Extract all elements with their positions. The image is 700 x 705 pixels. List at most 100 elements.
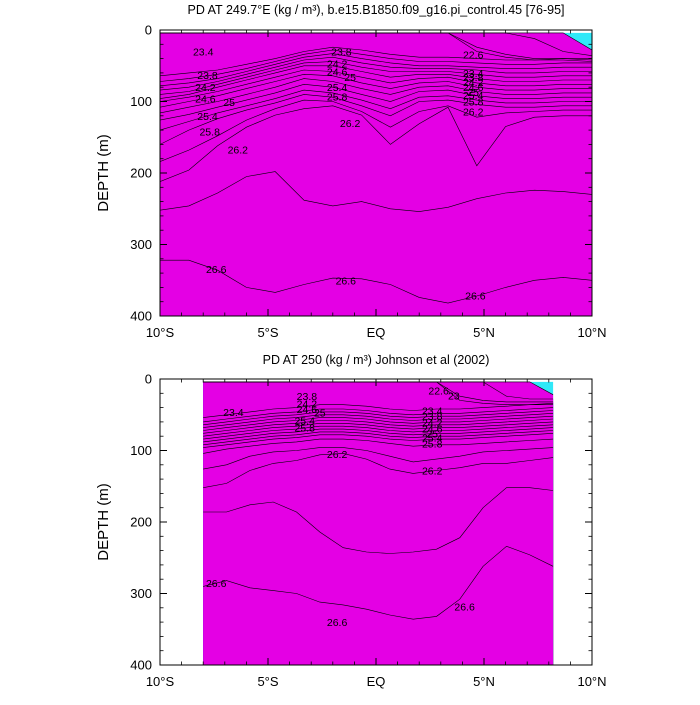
y-tick-label: 0 xyxy=(145,372,152,387)
panel-title: PD AT 250 (kg / m³) Johnson et al (2002) xyxy=(263,353,490,367)
contour-label: 26.2 xyxy=(228,144,249,156)
contour-label: 23.8 xyxy=(331,47,352,59)
contour-label: 23.8 xyxy=(297,391,318,403)
panel-model: 23.423.824.224.6 2525.425.826.223.824.224… xyxy=(95,3,607,340)
x-axis: 10°S 5°S EQ 5°N 10°N xyxy=(146,30,607,340)
contour-line-24-6 xyxy=(160,65,592,99)
contour-lines xyxy=(160,32,592,304)
y-axis-label: DEPTH (m) xyxy=(95,483,112,561)
panel-title: PD AT 249.7°E (kg / m³), b.e15.B1850.f09… xyxy=(188,3,565,17)
contour-line-23-6 xyxy=(203,403,554,418)
contour-label: 26.2 xyxy=(340,118,361,130)
contour-line-26-2 xyxy=(203,453,554,488)
contour-line-25-2 xyxy=(160,78,592,114)
contour-line-25 xyxy=(203,424,554,440)
contour-label: 26.6 xyxy=(327,617,348,629)
contour-line-24-2 xyxy=(203,413,554,428)
y-axis: 0 100 200 300 400 xyxy=(130,23,592,324)
y-axis: 0 100 200 300 400 xyxy=(130,372,592,673)
y-tick-label: 300 xyxy=(130,237,152,252)
contour-label: 22.6 xyxy=(428,385,449,397)
contour-line-25-2 xyxy=(203,427,554,443)
contour-band-22-6 xyxy=(203,381,554,665)
contour-labels: 23.423.824.224.6 2525.425.826.223.824.224… xyxy=(193,47,486,303)
contour-label: 24.6 xyxy=(297,404,318,416)
contour-label: 26.2 xyxy=(327,449,348,461)
contour-line-23-8 xyxy=(160,49,592,82)
contour-label: 23.8 xyxy=(463,72,484,84)
contour-label: 26.6 xyxy=(206,264,227,276)
contour-line-24-2 xyxy=(160,56,592,91)
contour-line-24-6 xyxy=(203,418,554,434)
contour-line-23-6 xyxy=(160,46,592,77)
contour-label: 23.4 xyxy=(223,407,244,419)
x-tick-label: 5°N xyxy=(473,674,495,689)
contour-line-24 xyxy=(160,53,592,87)
contour-line-26-6 xyxy=(203,545,554,620)
x-tick-label: EQ xyxy=(367,325,386,340)
contour-label: 24.2 xyxy=(463,77,484,89)
y-tick-label: 400 xyxy=(130,309,152,324)
contour-line-26-2 xyxy=(160,105,592,182)
contour-fills xyxy=(203,381,554,665)
contour-label: 24.2 xyxy=(327,59,348,71)
contour-label: 24.2 xyxy=(297,398,318,410)
contour-line-25-8 xyxy=(203,438,554,454)
contour-label: 24.2 xyxy=(422,418,443,430)
x-tick-label: EQ xyxy=(367,674,386,689)
contour-label: 25.8 xyxy=(199,127,220,139)
y-tick-label: 100 xyxy=(130,443,152,458)
contour-line-26-6 xyxy=(160,259,592,304)
contour-line-23-8 xyxy=(203,407,554,423)
contour-label: 25.4 xyxy=(422,433,443,445)
contour-line-26-4 xyxy=(203,487,554,554)
contour-label: 24.6 xyxy=(463,82,484,94)
contour-line-26 xyxy=(160,99,592,162)
contour-line-22-6 xyxy=(203,381,554,395)
contour-label: 25 xyxy=(314,408,326,420)
contour-label: 23.8 xyxy=(197,70,218,82)
contour-label: 25 xyxy=(223,97,235,109)
contour-label: 22.6 xyxy=(463,49,484,61)
contour-line-25-4 xyxy=(160,83,592,121)
contour-label: 25 xyxy=(467,87,479,99)
contour-line-25-6 xyxy=(160,89,592,131)
contour-label: 24.6 xyxy=(422,423,443,435)
contour-label: 25.8 xyxy=(422,438,443,450)
contour-label: 24.2 xyxy=(195,82,216,94)
contour-label: 25 xyxy=(426,428,438,440)
contour-label: 26.6 xyxy=(206,578,227,590)
x-tick-label: 5°S xyxy=(257,325,278,340)
x-tick-label: 10°S xyxy=(146,325,175,340)
contour-label: 26.2 xyxy=(422,466,443,478)
x-tick-label: 5°S xyxy=(257,674,278,689)
contour-label: 25.4 xyxy=(327,82,348,94)
contour-label: 25.4 xyxy=(197,111,218,123)
contour-line-26-4 xyxy=(160,171,592,212)
contour-line-24-4 xyxy=(160,61,592,95)
contour-label: 26.6 xyxy=(454,601,475,613)
contour-line-24-8 xyxy=(203,421,554,437)
contour-label: 25 xyxy=(344,72,356,84)
x-tick-label: 5°N xyxy=(473,325,495,340)
contour-label: 23.4 xyxy=(193,47,214,59)
y-tick-label: 100 xyxy=(130,94,152,109)
contour-line-25-8 xyxy=(160,94,592,145)
contour-label: 25.4 xyxy=(294,416,315,428)
contour-label: 23.4 xyxy=(463,68,484,80)
x-tick-label: 10°N xyxy=(577,674,606,689)
contour-lines xyxy=(203,381,554,620)
y-tick-label: 0 xyxy=(145,23,152,38)
contour-label: 26.6 xyxy=(465,290,486,302)
contour-line-25 xyxy=(160,73,592,108)
contour-line-25-4 xyxy=(203,430,554,446)
x-axis: 10°S 5°S EQ 5°N 10°N xyxy=(146,379,607,689)
contour-label: 23.4 xyxy=(422,406,443,418)
contour-label: 23 xyxy=(448,390,460,402)
contour-label: 25.8 xyxy=(463,97,484,109)
contour-label: 25.4 xyxy=(463,90,484,102)
contour-line-24-4 xyxy=(203,415,554,431)
contour-label: 25.8 xyxy=(327,92,348,104)
